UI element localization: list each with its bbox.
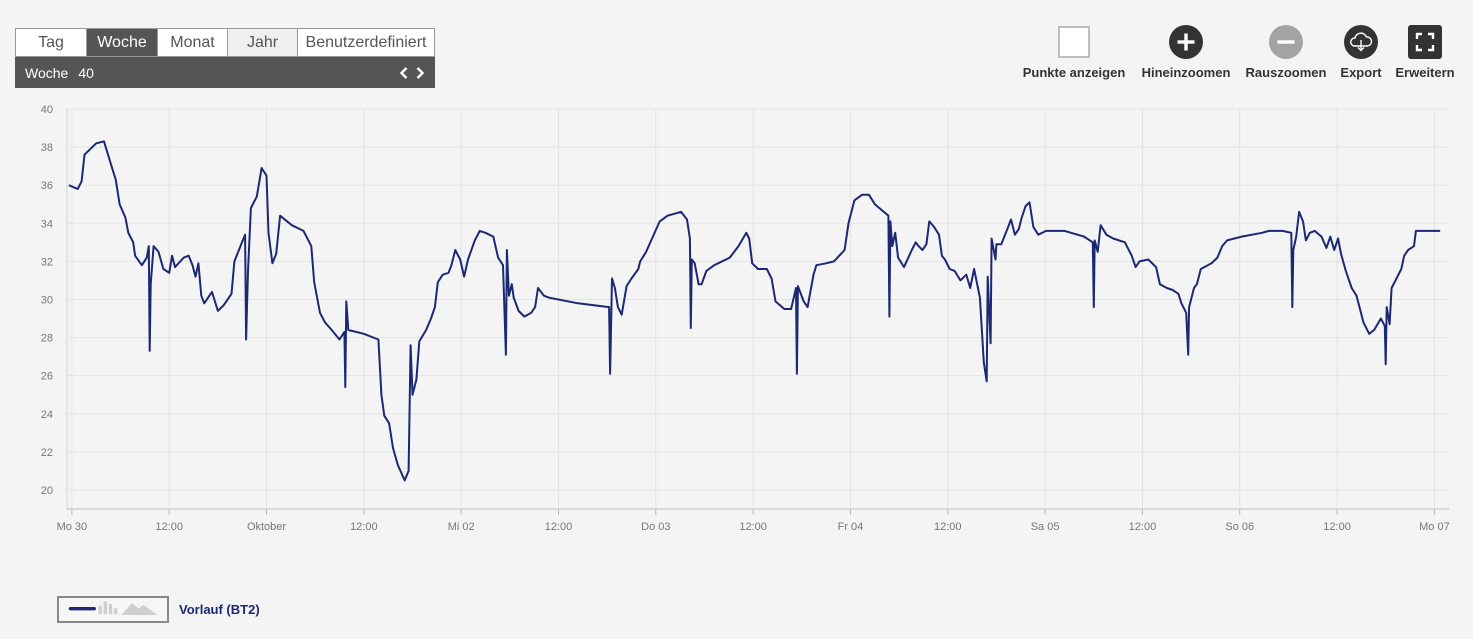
y-tick-label: 32 — [41, 256, 53, 268]
x-tick-label: Oktober — [247, 521, 286, 533]
export-button[interactable]: Export — [1340, 25, 1382, 80]
period-navigation-bar: Woche 40 — [15, 57, 435, 88]
x-tick-label: Mo 30 — [57, 521, 88, 533]
x-tick-label: 12:00 — [1323, 521, 1351, 533]
x-tick-label: 12:00 — [545, 521, 573, 533]
expand-button[interactable]: Erweitern — [1395, 25, 1455, 80]
period-unit-label: Woche — [25, 64, 69, 81]
y-tick-label: 34 — [41, 218, 53, 230]
x-tick-label: 12:00 — [934, 521, 962, 533]
y-tick-label: 40 — [41, 104, 53, 116]
chart-legend: Vorlauf (BT2) — [57, 596, 260, 623]
x-tick-label: 12:00 — [739, 521, 767, 533]
x-tick-label: Sa 05 — [1031, 521, 1060, 533]
expand-label: Erweitern — [1395, 65, 1455, 80]
zoom-out-button[interactable]: Rauszoomen — [1245, 25, 1327, 80]
y-tick-label: 22 — [41, 447, 53, 459]
series-type-toggle[interactable] — [57, 596, 169, 623]
x-tick-label: So 06 — [1225, 521, 1254, 533]
x-tick-label: 12:00 — [350, 521, 378, 533]
y-tick-label: 36 — [41, 180, 53, 192]
y-tick-label: 26 — [41, 371, 53, 383]
tab-tag[interactable]: Tag — [16, 29, 87, 56]
x-tick-label: Mi 02 — [448, 521, 475, 533]
y-tick-label: 20 — [41, 485, 53, 497]
x-tick-label: 12:00 — [155, 521, 183, 533]
zoom-in-label: Hineinzoomen — [1141, 65, 1231, 80]
legend-series-label: Vorlauf (BT2) — [179, 602, 260, 617]
y-tick-label: 30 — [41, 294, 53, 306]
chevron-left-icon[interactable] — [399, 66, 409, 80]
area-type-icon[interactable] — [121, 603, 158, 616]
tab-monat[interactable]: Monat — [158, 29, 228, 56]
bar-type-icon[interactable] — [98, 601, 118, 615]
tab-benutzerdefiniert[interactable]: Benutzerdefiniert — [305, 34, 427, 51]
fullscreen-icon — [1408, 25, 1442, 59]
x-tick-label: Mo 07 — [1419, 521, 1450, 533]
x-tick-label: 12:00 — [1129, 521, 1157, 533]
zoom-in-button[interactable]: Hineinzoomen — [1140, 25, 1232, 80]
zoom-in-icon — [1169, 25, 1203, 59]
checkbox-icon[interactable] — [1057, 25, 1091, 59]
cloud-download-icon — [1344, 25, 1378, 59]
show-points-label: Punkte anzeigen — [1022, 65, 1126, 80]
zoom-out-label: Rauszoomen — [1245, 65, 1327, 80]
y-tick-label: 28 — [41, 333, 53, 345]
show-points-toggle[interactable]: Punkte anzeigen — [1022, 25, 1126, 80]
y-tick-label: 38 — [41, 142, 53, 154]
tab-woche[interactable]: Woche — [87, 29, 158, 56]
period-tabs: Tag Woche Monat Jahr Benutzerdefiniert — [15, 28, 435, 57]
tab-jahr[interactable]: Jahr — [228, 29, 298, 56]
export-label: Export — [1340, 65, 1382, 80]
y-tick-label: 24 — [41, 409, 53, 421]
period-selector: Tag Woche Monat Jahr Benutzerdefiniert W… — [15, 28, 435, 88]
series-line-vorlauf[interactable] — [68, 140, 1441, 482]
x-tick-label: Do 03 — [641, 521, 670, 533]
zoom-out-icon — [1269, 25, 1303, 59]
temperature-line-chart[interactable]: 20 22 24 26 28 30 32 34 36 38 40 Mo 30 12:00 Oktober 1… — [0, 0, 1473, 580]
period-value: 40 — [78, 64, 94, 81]
chevron-right-icon[interactable] — [415, 66, 425, 80]
x-tick-label: Fr 04 — [838, 521, 864, 533]
